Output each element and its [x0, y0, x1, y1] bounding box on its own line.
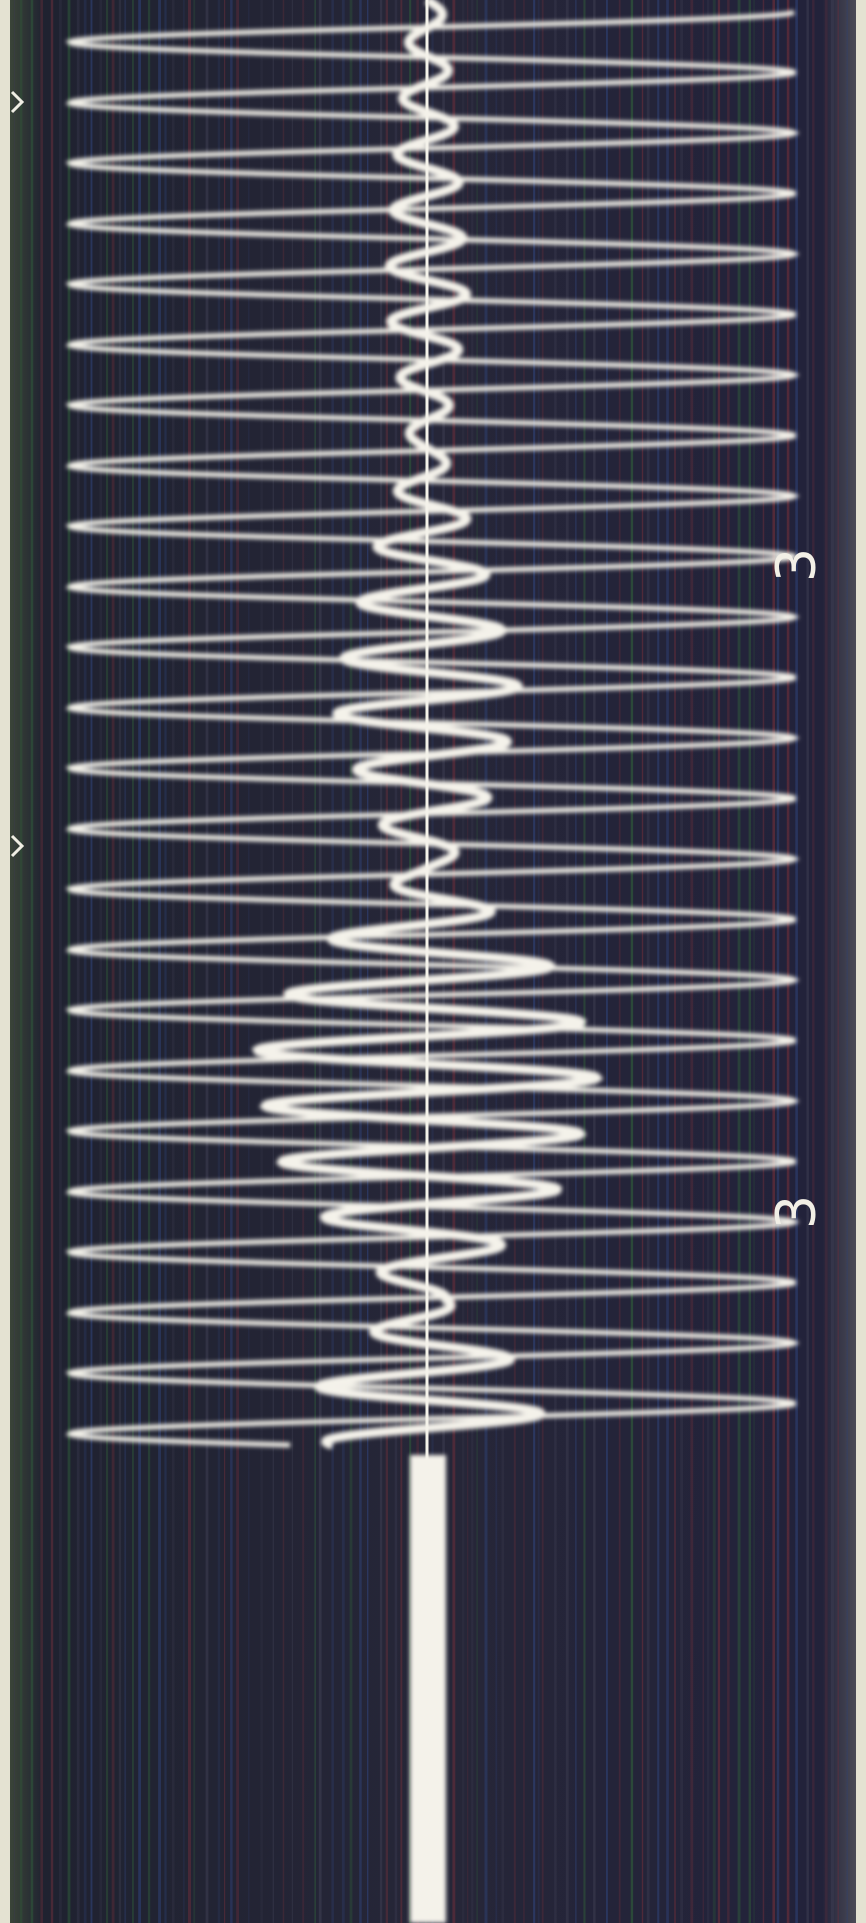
stripe [812, 0, 814, 1923]
stripe [20, 0, 23, 1923]
stripe [59, 0, 62, 1923]
page: {"annotations": {"labels": ["3", "3"]}} … [0, 0, 866, 1923]
stripe [206, 0, 209, 1923]
oscillograph-record: 3 3 [0, 0, 866, 1923]
stripe [703, 0, 704, 1923]
stripe [193, 0, 195, 1923]
stripe [631, 0, 633, 1923]
stripe [619, 0, 621, 1923]
stripe [593, 0, 596, 1923]
stripe [606, 0, 608, 1923]
stripe [218, 0, 221, 1923]
stripe [172, 0, 175, 1923]
stripe [164, 0, 166, 1923]
stripe [749, 0, 751, 1923]
stripe [738, 0, 741, 1923]
stripe [718, 0, 720, 1923]
stripe [68, 0, 71, 1923]
stripe [838, 0, 839, 1923]
stripe [476, 0, 477, 1923]
stripe [583, 0, 585, 1923]
stripe [754, 0, 755, 1923]
stripe [763, 0, 765, 1923]
stripe [566, 0, 569, 1923]
stripe [831, 0, 834, 1923]
stripe [787, 0, 790, 1923]
stripe [51, 0, 53, 1923]
stripe [727, 0, 730, 1923]
stripe [806, 0, 809, 1923]
stripe [777, 0, 779, 1923]
stripe [642, 0, 643, 1923]
stripe [485, 0, 488, 1923]
stripe [680, 0, 683, 1923]
stripe [657, 0, 659, 1923]
stripe [713, 0, 716, 1923]
stripe [825, 0, 828, 1923]
stripe [847, 0, 848, 1923]
stripe [707, 0, 709, 1923]
stripe [188, 0, 191, 1923]
stripe [795, 0, 798, 1923]
stripe [772, 0, 775, 1923]
stripe [158, 0, 161, 1923]
stripe [31, 0, 34, 1923]
stripe [666, 0, 669, 1923]
stripe [400, 0, 402, 1923]
annotation: 3 [765, 1195, 828, 1229]
stripe [471, 0, 473, 1923]
stripe [183, 0, 184, 1923]
stripe [40, 0, 43, 1923]
stripe [690, 0, 693, 1923]
stripe [674, 0, 676, 1923]
annotation: 3 [765, 548, 828, 582]
stripe [554, 0, 557, 1923]
stripe [14, 0, 15, 1923]
stripe [647, 0, 650, 1923]
trace-tail [410, 1455, 446, 1923]
stripe [575, 0, 577, 1923]
